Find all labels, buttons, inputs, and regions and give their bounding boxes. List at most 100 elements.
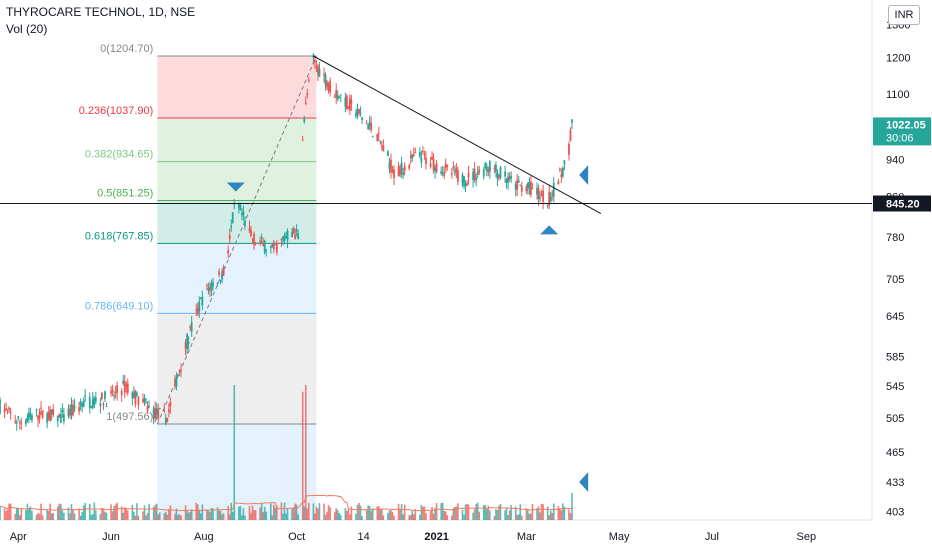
candle-body <box>338 97 341 99</box>
candle-body <box>548 191 551 206</box>
candle-body <box>485 166 488 172</box>
candle-body <box>79 401 82 405</box>
candle-body <box>495 164 497 172</box>
candle <box>154 401 157 423</box>
volume-indicator-label[interactable]: Vol (20) <box>6 22 48 36</box>
volume-bar <box>265 511 268 520</box>
candle-body <box>371 136 374 138</box>
candle-body <box>174 379 176 384</box>
candle <box>361 117 363 125</box>
fib-level-label[interactable]: 0.786(649.10) <box>85 300 154 312</box>
candle <box>146 401 149 414</box>
candle-body <box>218 271 220 275</box>
candle <box>499 165 502 180</box>
candle <box>519 184 522 187</box>
candle <box>262 237 265 247</box>
candle <box>52 404 55 418</box>
candle-body <box>568 143 570 155</box>
volume-bar <box>95 510 97 520</box>
candle <box>457 166 459 185</box>
fib-level-label[interactable]: 1(497.56) <box>106 411 153 423</box>
volume-bar <box>505 507 508 520</box>
volume-bar <box>125 508 128 520</box>
candle <box>393 165 395 186</box>
fib-level-label[interactable]: 0.382(934.65) <box>85 149 154 161</box>
candle-body <box>467 172 470 178</box>
candle-body <box>499 167 502 178</box>
symbol-title[interactable]: THYROCARE TECHNOL, 1D, NSE <box>6 5 196 19</box>
candle-body <box>199 297 202 299</box>
volume-bar <box>519 504 522 520</box>
volume-bar <box>292 507 295 520</box>
candle <box>79 398 82 411</box>
candle-body <box>409 155 412 159</box>
candle-body <box>408 165 411 169</box>
candle <box>324 72 327 91</box>
volume-bar <box>122 512 125 520</box>
candle-body <box>400 162 403 171</box>
candle-body <box>152 408 155 419</box>
candle-body <box>116 385 119 394</box>
candle <box>123 374 126 399</box>
candle <box>335 83 338 105</box>
candle-body <box>5 408 7 410</box>
volume-bar <box>365 509 368 520</box>
candle-body <box>40 407 42 409</box>
fib-level-label[interactable]: 0.236(1037.90) <box>79 105 154 117</box>
volume-bar <box>329 507 331 520</box>
candle <box>482 166 485 180</box>
volume-bar <box>165 511 167 520</box>
volume-bar <box>73 513 76 520</box>
candle <box>327 81 330 94</box>
candle <box>399 164 401 178</box>
candle <box>358 109 360 117</box>
fib-level-label[interactable]: 0.5(851.25) <box>97 188 153 200</box>
candle <box>31 412 33 423</box>
candle-body <box>195 309 198 311</box>
currency-button[interactable]: INR <box>888 5 920 25</box>
volume-bar <box>82 505 85 520</box>
time-tick-label: 2021 <box>424 531 448 543</box>
candle-body <box>3 409 6 413</box>
volume-bar <box>379 509 382 520</box>
candle <box>435 159 438 174</box>
candle <box>5 402 7 411</box>
candle <box>434 164 436 179</box>
candle <box>539 191 541 203</box>
candle-body <box>376 133 379 142</box>
volume-bar <box>489 510 491 520</box>
candle <box>175 372 178 391</box>
candle-body <box>377 132 380 134</box>
time-tick-label: Jul <box>705 531 719 543</box>
candle <box>205 283 208 291</box>
candle <box>84 388 87 402</box>
volume-bar <box>531 503 534 520</box>
volume-bar <box>142 511 144 520</box>
candle <box>540 189 543 197</box>
candle-body <box>41 410 44 418</box>
volume-bar <box>496 510 499 520</box>
fib-level-label[interactable]: 0(1204.70) <box>100 43 153 55</box>
volume-bar <box>105 512 108 520</box>
candle-body <box>443 172 446 176</box>
price-tick-label: 465 <box>886 447 904 459</box>
candle <box>365 119 368 125</box>
candle-body <box>551 193 554 196</box>
candle <box>263 239 266 255</box>
candle <box>163 403 166 414</box>
volume-bar <box>557 506 560 520</box>
candle-body <box>291 231 293 238</box>
candle-body <box>275 242 278 253</box>
candle <box>148 400 150 409</box>
volume-bar <box>441 502 444 520</box>
volume-bar <box>218 510 220 520</box>
volume-bar <box>397 503 400 520</box>
candle <box>132 386 135 399</box>
fib-level-label[interactable]: 0.618(767.85) <box>85 230 154 242</box>
candle-body <box>222 266 225 276</box>
candle <box>155 402 158 421</box>
candle-body <box>478 169 481 173</box>
candle <box>411 153 414 162</box>
